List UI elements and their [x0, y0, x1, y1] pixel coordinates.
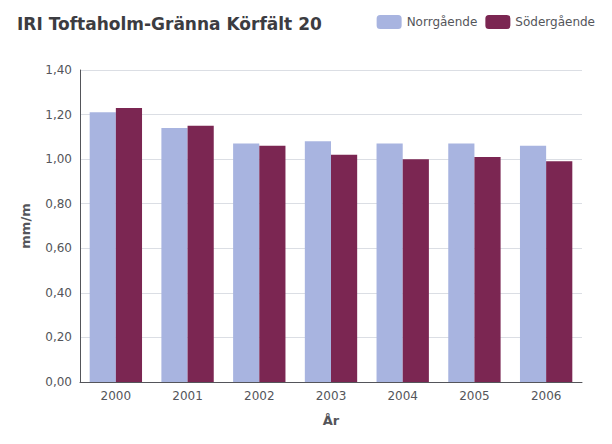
svg-text:1,20: 1,20 — [45, 108, 72, 122]
svg-text:2003: 2003 — [316, 389, 347, 403]
svg-text:Södergående: Södergående — [515, 15, 595, 29]
svg-text:0,40: 0,40 — [45, 286, 72, 300]
svg-text:mm/m: mm/m — [18, 203, 33, 248]
svg-text:2005: 2005 — [459, 389, 490, 403]
svg-text:År: År — [323, 413, 340, 428]
svg-text:1,40: 1,40 — [45, 63, 72, 77]
svg-text:0,20: 0,20 — [45, 330, 72, 344]
svg-text:1,00: 1,00 — [45, 152, 72, 166]
svg-text:2006: 2006 — [531, 389, 562, 403]
svg-text:0,60: 0,60 — [45, 241, 72, 255]
svg-text:2004: 2004 — [387, 389, 418, 403]
svg-text:Norrgående: Norrgående — [407, 15, 478, 29]
svg-text:2001: 2001 — [172, 389, 203, 403]
svg-text:0,80: 0,80 — [45, 197, 72, 211]
svg-text:2000: 2000 — [101, 389, 132, 403]
svg-text:0,00: 0,00 — [45, 375, 72, 389]
svg-text:2002: 2002 — [244, 389, 275, 403]
svg-text:IRI Toftaholm-Gränna Körfält 2: IRI Toftaholm-Gränna Körfält 20 — [17, 14, 322, 34]
